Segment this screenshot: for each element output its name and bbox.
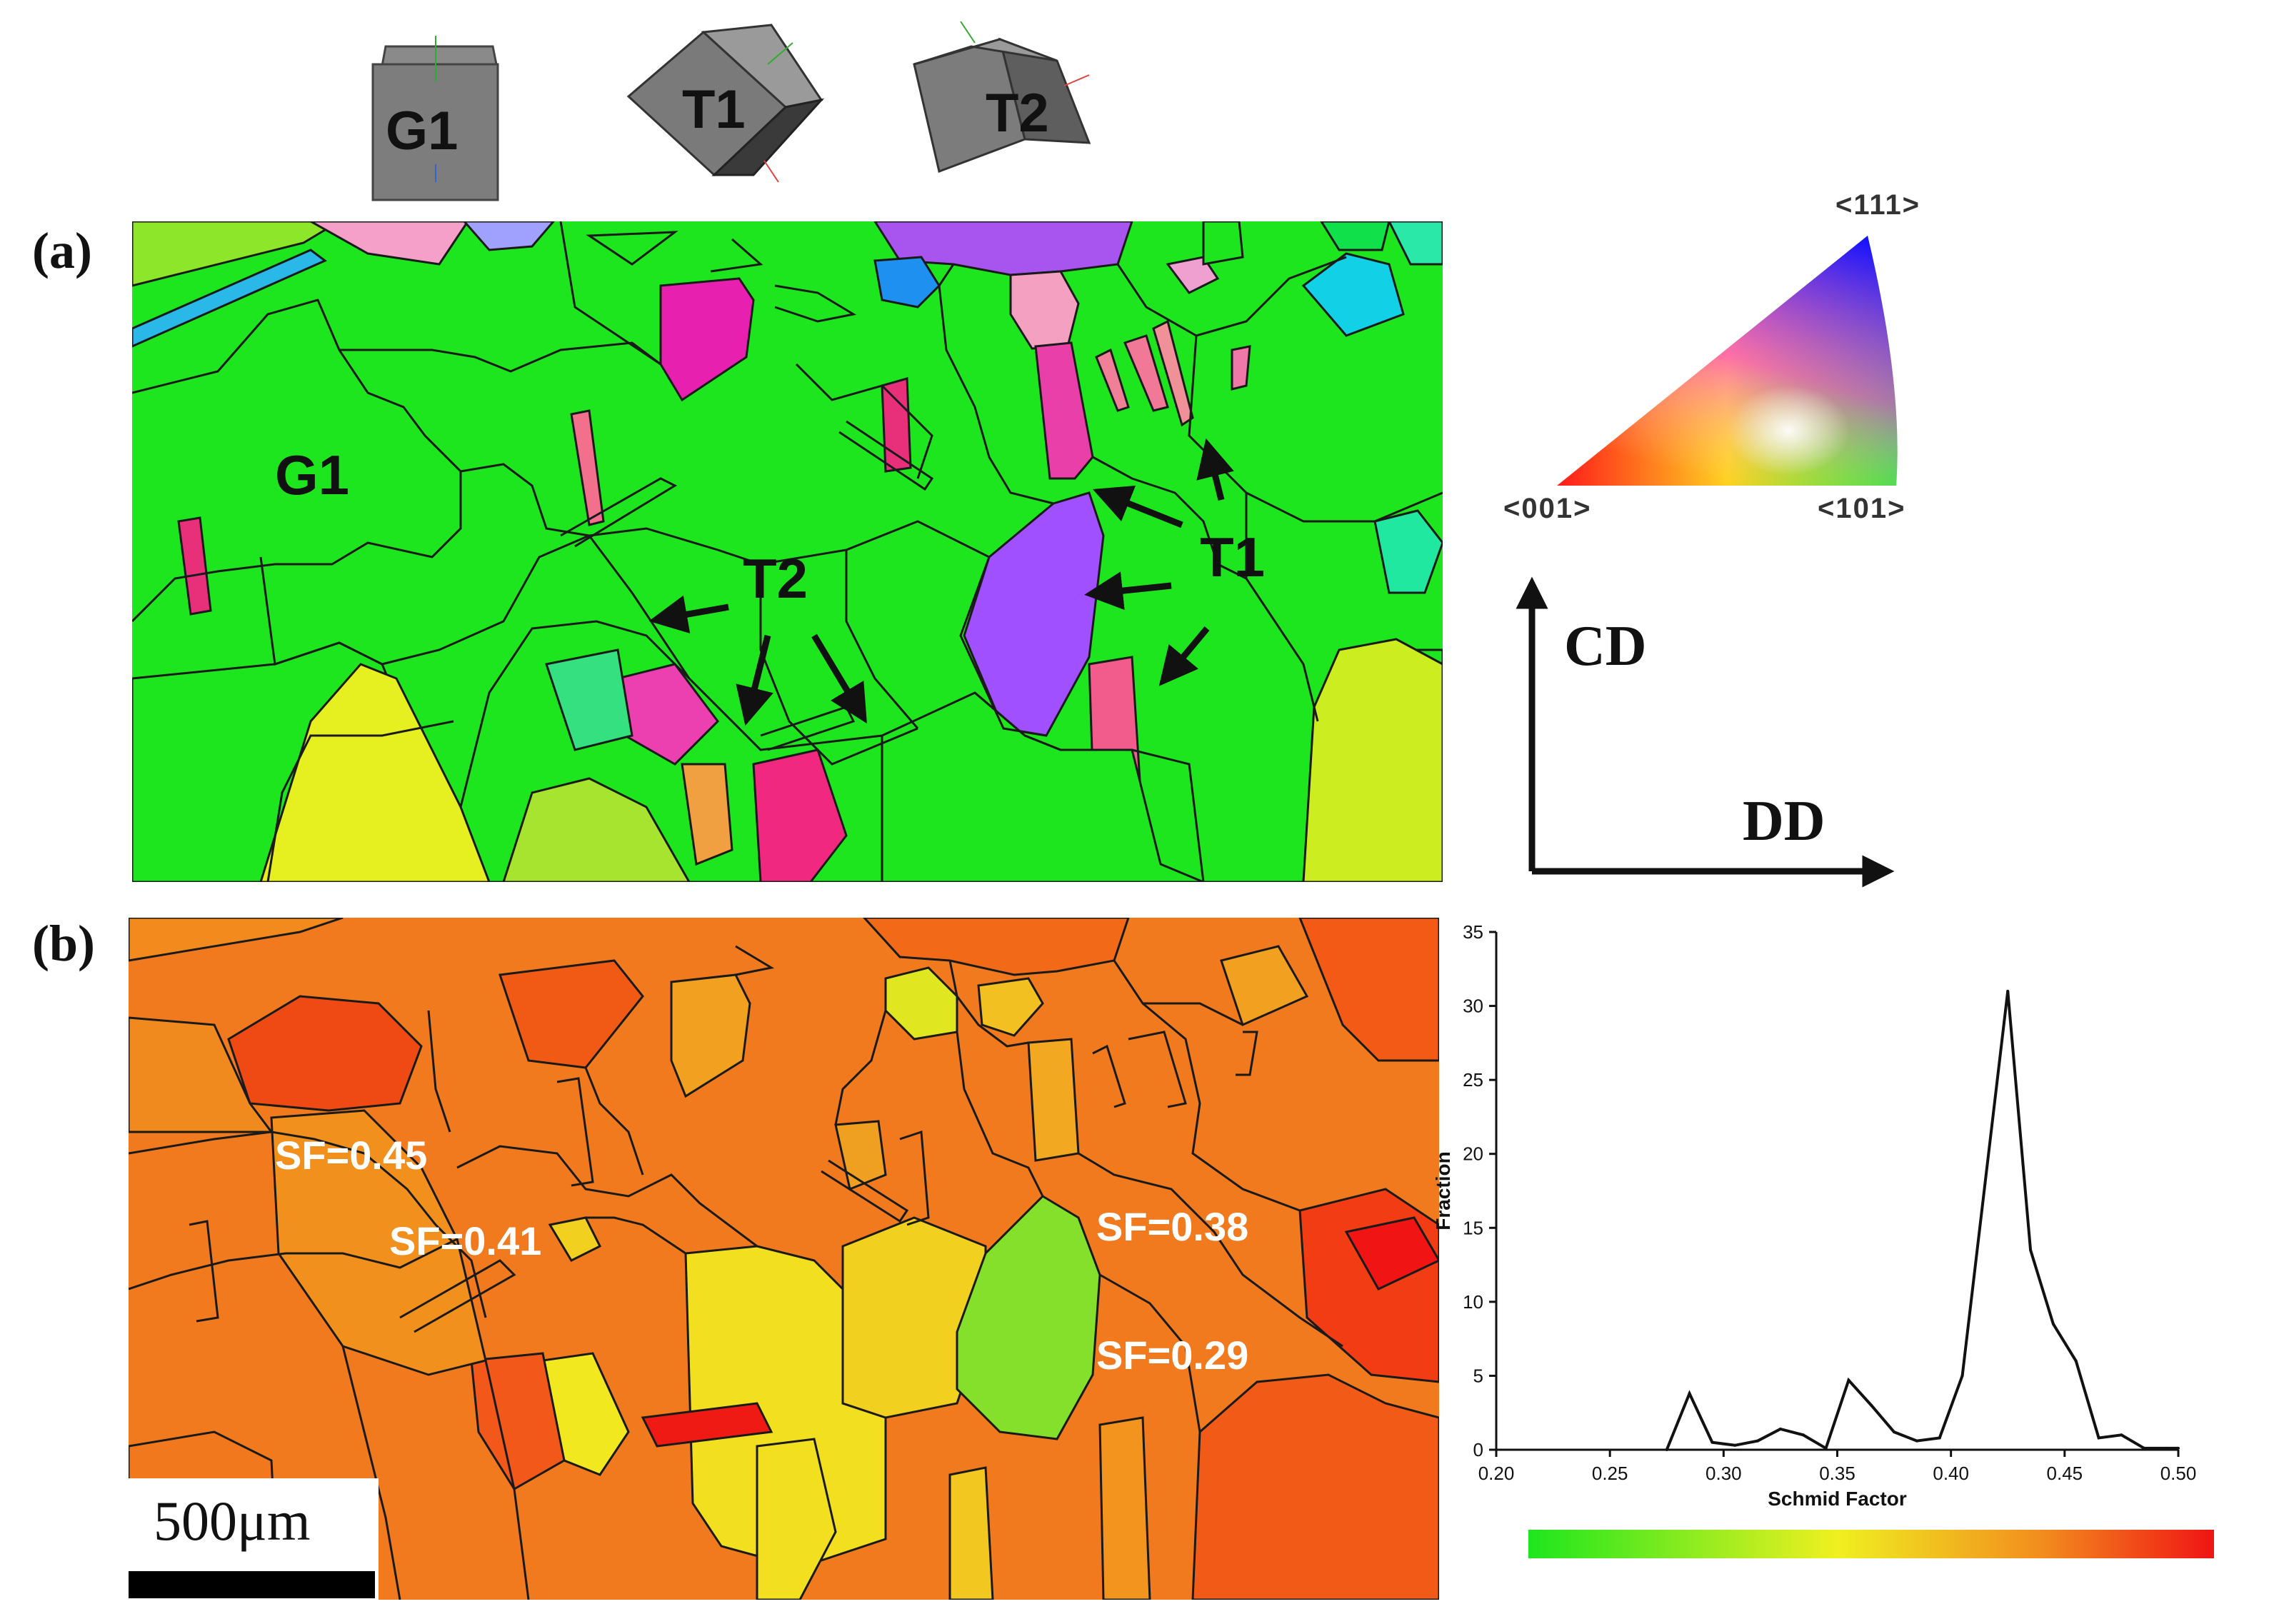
data-point (2097, 1436, 2100, 1440)
data-point (2177, 1446, 2180, 1450)
t2-arrows (648, 595, 867, 726)
data-point (1983, 1182, 1987, 1186)
dd-axis-label: DD (1743, 790, 1825, 853)
data-point (1915, 1439, 1918, 1443)
cd-axis-label: CD (1564, 615, 1647, 678)
cd-dd-axes (1516, 576, 1895, 888)
series-points (1665, 989, 2180, 1451)
ipf-label-101: <101> (1818, 493, 1906, 524)
data-point (1893, 1430, 1896, 1434)
data-point (1824, 1446, 1828, 1450)
data-point (1665, 1448, 1668, 1451)
x-tick-label: 0.25 (1592, 1463, 1628, 1484)
y-tick-label: 15 (1463, 1217, 1483, 1238)
cube-t1-label: T1 (682, 79, 746, 140)
ipf-label-001: <001> (1503, 493, 1592, 524)
chart-axes (1495, 932, 2178, 1451)
ipf-map (132, 221, 1443, 882)
orientation-cubes (371, 21, 1091, 201)
cube-t2-label: T2 (986, 83, 1049, 144)
data-point (2051, 1322, 2055, 1325)
data-point (1870, 1403, 1873, 1407)
sf-label-041: SF=0.41 (389, 1218, 542, 1263)
x-axis-label: Schmid Factor (1768, 1488, 1907, 1510)
cube-t1 (626, 24, 825, 183)
x-tick-label: 0.40 (1933, 1463, 1969, 1484)
data-point (1960, 1374, 1964, 1378)
data-point (1710, 1440, 1714, 1444)
cube-g1 (371, 36, 499, 201)
data-point (2143, 1446, 2146, 1450)
ipf-label-111: <111> (1835, 189, 1921, 221)
series-line (1665, 991, 2178, 1450)
x-tick-label: 0.30 (1706, 1463, 1742, 1484)
data-point (1756, 1439, 1760, 1443)
x-tick-label: 0.50 (2160, 1463, 2197, 1484)
data-point (1778, 1428, 1782, 1430)
schmid-colorbar (1528, 1530, 2214, 1558)
x-tick-label: 0.35 (1819, 1463, 1855, 1484)
cube-t2 (913, 21, 1091, 174)
data-point (2029, 1248, 2033, 1252)
scale-bar-label: 500μm (154, 1490, 311, 1552)
data-point (1688, 1392, 1691, 1395)
data-point (1733, 1443, 1737, 1447)
x-tick-label: 0.20 (1478, 1463, 1515, 1484)
cube-g1-label: G1 (386, 101, 459, 161)
y-tick-label: 25 (1463, 1069, 1483, 1091)
twin-label-t1: T1 (1200, 526, 1266, 588)
grain-label-g1: G1 (275, 443, 350, 506)
sf-label-029: SF=0.29 (1096, 1333, 1249, 1378)
y-tick-label: 0 (1473, 1439, 1483, 1460)
panel-a-label: (a) (32, 222, 92, 279)
ipf-triangle (1557, 236, 1898, 486)
sf-label-038: SF=0.38 (1096, 1204, 1249, 1249)
data-point (2074, 1359, 2078, 1363)
y-tick-label: 10 (1463, 1291, 1483, 1313)
data-point (1938, 1436, 1941, 1440)
chart-ticks: 0 5 10 15 20 25 30 35 0.20 0.25 0.30 0.35 0.40 0.45 0.… (1463, 921, 2196, 1484)
scale-bar (129, 1571, 375, 1598)
data-point (2165, 1446, 2169, 1450)
panel-b-label: (b) (32, 915, 95, 972)
t1-arrows (1084, 438, 1234, 686)
data-point (2006, 989, 2010, 993)
data-point (1847, 1378, 1850, 1382)
y-tick-label: 35 (1463, 921, 1483, 943)
data-point (2120, 1433, 2123, 1437)
twin-label-t2: T2 (743, 547, 808, 610)
y-tick-label: 20 (1463, 1143, 1483, 1165)
y-tick-label: 5 (1473, 1365, 1483, 1386)
data-point (1801, 1433, 1805, 1437)
schmid-factor-chart: 0 5 10 15 20 25 30 35 0.20 0.25 0.30 0.35 0.40 0.45 0.… (1432, 921, 2214, 1558)
y-axis-label: Fraction (1432, 1151, 1454, 1230)
x-tick-label: 0.45 (2047, 1463, 2083, 1484)
sf-label-045: SF=0.45 (275, 1133, 428, 1178)
y-tick-label: 30 (1463, 996, 1483, 1017)
